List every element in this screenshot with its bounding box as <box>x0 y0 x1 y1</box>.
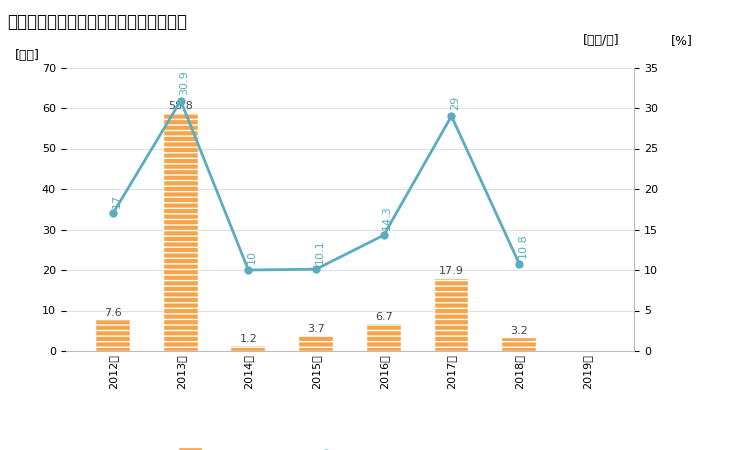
Text: 14.3: 14.3 <box>382 205 392 230</box>
Text: [万円/㎡]: [万円/㎡] <box>583 34 620 47</box>
Bar <box>231 346 265 351</box>
Text: 6.7: 6.7 <box>375 312 393 322</box>
Bar <box>434 279 468 351</box>
Legend: 産業用_工事費予定額(左軸), 産業用_1平米当たり平均工事費予定額(右軸): 産業用_工事費予定額(左軸), 産業用_1平米当たり平均工事費予定額(右軸) <box>175 444 491 450</box>
Bar <box>299 336 333 351</box>
Text: 7.6: 7.6 <box>104 308 122 318</box>
Text: 17: 17 <box>112 194 122 207</box>
Text: 10.1: 10.1 <box>314 239 324 264</box>
Text: [億円]: [億円] <box>15 49 39 62</box>
Text: 3.2: 3.2 <box>510 326 528 336</box>
Text: 58.8: 58.8 <box>168 101 193 111</box>
Bar <box>96 320 130 351</box>
Text: 産業用建築物の工事費予定額合計の推移: 産業用建築物の工事費予定額合計の推移 <box>7 14 187 32</box>
Bar <box>502 338 536 351</box>
Text: 1.2: 1.2 <box>240 334 257 344</box>
Text: 10: 10 <box>246 250 257 264</box>
Text: 29: 29 <box>450 96 460 110</box>
Text: 30.9: 30.9 <box>179 70 189 95</box>
Bar <box>367 324 401 351</box>
Text: 10.8: 10.8 <box>518 233 528 258</box>
Text: [%]: [%] <box>671 34 693 47</box>
Text: 17.9: 17.9 <box>439 266 464 276</box>
Bar <box>164 113 198 351</box>
Text: 3.7: 3.7 <box>307 324 325 334</box>
